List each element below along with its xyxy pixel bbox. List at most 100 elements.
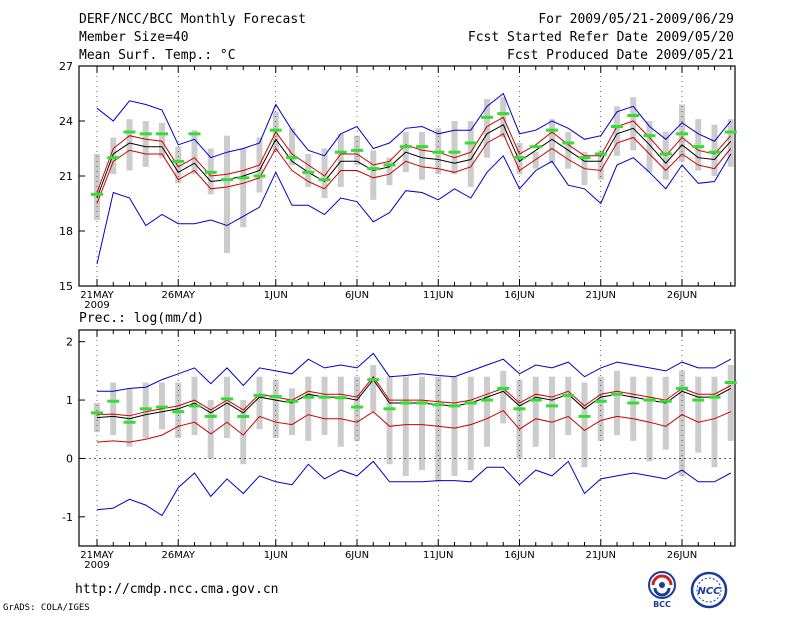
prec-range-box — [711, 376, 718, 468]
prec-x-tick-year: 2009 — [84, 560, 109, 571]
prec-range-box — [662, 376, 669, 450]
temp-range-box — [110, 137, 117, 175]
footer-url[interactable]: http://cmdp.ncc.cma.gov.cn — [75, 582, 279, 597]
prec-range-box — [679, 370, 685, 476]
prec-range-box — [727, 365, 734, 441]
grads-credit: GrADS: COLA/IGES — [3, 603, 90, 613]
prec-y-tick-label: 0 — [66, 452, 73, 465]
temp-range-box — [646, 121, 653, 173]
temp-range-box — [711, 124, 718, 176]
prec-x-tick-label: 21JUN — [586, 550, 616, 561]
prec-range-box — [337, 376, 344, 447]
prec-series-upper — [96, 375, 732, 417]
prec-range-box — [695, 376, 702, 453]
temp-series-min — [96, 153, 732, 265]
prec-range-box — [565, 376, 572, 436]
temp-x-tick-label: 1JUN — [264, 290, 288, 301]
prec-range-box — [289, 388, 295, 436]
prec-range-box — [207, 400, 214, 459]
temp-range-box — [549, 119, 555, 164]
temp-range-box — [191, 130, 198, 175]
temp-series-max — [96, 92, 732, 159]
prec-range-box — [321, 376, 328, 436]
temp-range-box — [484, 99, 490, 158]
temp-x-tick-label: 6JUN — [345, 290, 369, 301]
prec-range-box — [581, 382, 588, 468]
prec-range-box — [549, 376, 555, 459]
prec-range-box — [305, 376, 312, 441]
prec-series-min — [96, 460, 732, 517]
prec-plot-frame — [78, 329, 736, 547]
temp-range-box — [240, 148, 247, 228]
temp-series-mean — [96, 123, 732, 199]
temp-range-box — [451, 121, 458, 175]
prec-x-tick-label: 11JUN — [423, 550, 453, 561]
temp-y-tick-label: 18 — [59, 225, 73, 238]
ncc-logo: NCC — [686, 570, 732, 610]
temp-x-tick-label: 26JUN — [667, 290, 697, 301]
temp-x-tick-label: 21MAY — [80, 290, 114, 301]
member-size: Member Size=40 — [79, 30, 189, 45]
prec-range-box — [419, 376, 425, 471]
temp-y-tick-label: 27 — [59, 60, 73, 73]
prec-range-box — [402, 376, 409, 476]
prec-range-box — [386, 376, 393, 465]
forecast-period: For 2009/05/21-2009/06/29 — [538, 12, 734, 27]
temp-range-box — [727, 119, 734, 167]
ncc-logo-text: NCC — [697, 586, 721, 597]
prec-range-box — [646, 376, 653, 462]
prec-range-box — [370, 365, 377, 412]
temp-range-box — [175, 146, 182, 184]
temp-y-tick-label: 21 — [59, 170, 73, 183]
prec-range-box — [532, 376, 539, 447]
prec-range-box — [484, 376, 490, 447]
prec-series-max — [97, 352, 732, 392]
prec-range-box — [435, 376, 442, 482]
prec-range-box — [467, 376, 474, 471]
bcc-logo-text: BCC — [653, 600, 671, 609]
chart-title: DERF/NCC/BCC Monthly Forecast — [79, 12, 306, 27]
temp-range-box — [142, 121, 149, 167]
prec-x-tick-label: 26MAY — [161, 550, 195, 561]
prec-range-box — [451, 376, 458, 476]
temp-range-box — [305, 154, 312, 187]
temp-range-box — [321, 148, 328, 198]
prec-range-box — [516, 379, 523, 459]
prec-range-box — [630, 376, 637, 441]
temp-panel-title: Mean Surf. Temp.: °C — [79, 48, 236, 63]
temp-x-tick-label: 26MAY — [161, 290, 195, 301]
prec-x-tick-label: 1JUN — [264, 550, 288, 561]
temp-series-upper — [96, 116, 732, 193]
temp-range-box — [467, 121, 474, 187]
temp-range-box — [386, 157, 393, 186]
prec-y-tick-label: 1 — [66, 394, 73, 407]
prec-range-box — [240, 400, 247, 465]
prec-range-box — [614, 370, 620, 436]
temp-x-tick-label: 11JUN — [423, 290, 453, 301]
prec-range-box — [500, 370, 507, 424]
temp-range-box — [289, 128, 295, 165]
prec-x-tick-label: 21MAY — [80, 550, 114, 561]
fcst-started-date: Fcst Started Refer Date 2009/05/20 — [467, 30, 734, 45]
prec-range-box — [256, 376, 263, 430]
prec-range-box — [354, 376, 360, 441]
bcc-logo: BCC — [640, 569, 684, 609]
prec-range-box — [597, 376, 604, 441]
temp-x-tick-year: 2009 — [84, 300, 109, 311]
prec-series-lower — [96, 409, 731, 443]
temp-range-box — [224, 135, 230, 253]
temp-y-tick-label: 24 — [59, 115, 73, 128]
temp-range-box — [126, 119, 133, 171]
prec-series-mean — [96, 378, 732, 420]
temp-series-lower — [96, 133, 732, 204]
prec-x-tick-label: 16JUN — [504, 550, 534, 561]
prec-range-box — [224, 376, 230, 438]
prec-y-tick-label: 2 — [66, 336, 73, 349]
temp-range-box — [532, 152, 539, 169]
temp-y-tick-label: 15 — [59, 280, 73, 293]
temp-range-box — [159, 122, 165, 158]
prec-x-tick-label: 26JUN — [667, 550, 697, 561]
temp-range-box — [419, 132, 425, 180]
fcst-produced-date: Fcst Produced Date 2009/05/21 — [507, 48, 734, 63]
temp-range-box — [370, 150, 377, 200]
